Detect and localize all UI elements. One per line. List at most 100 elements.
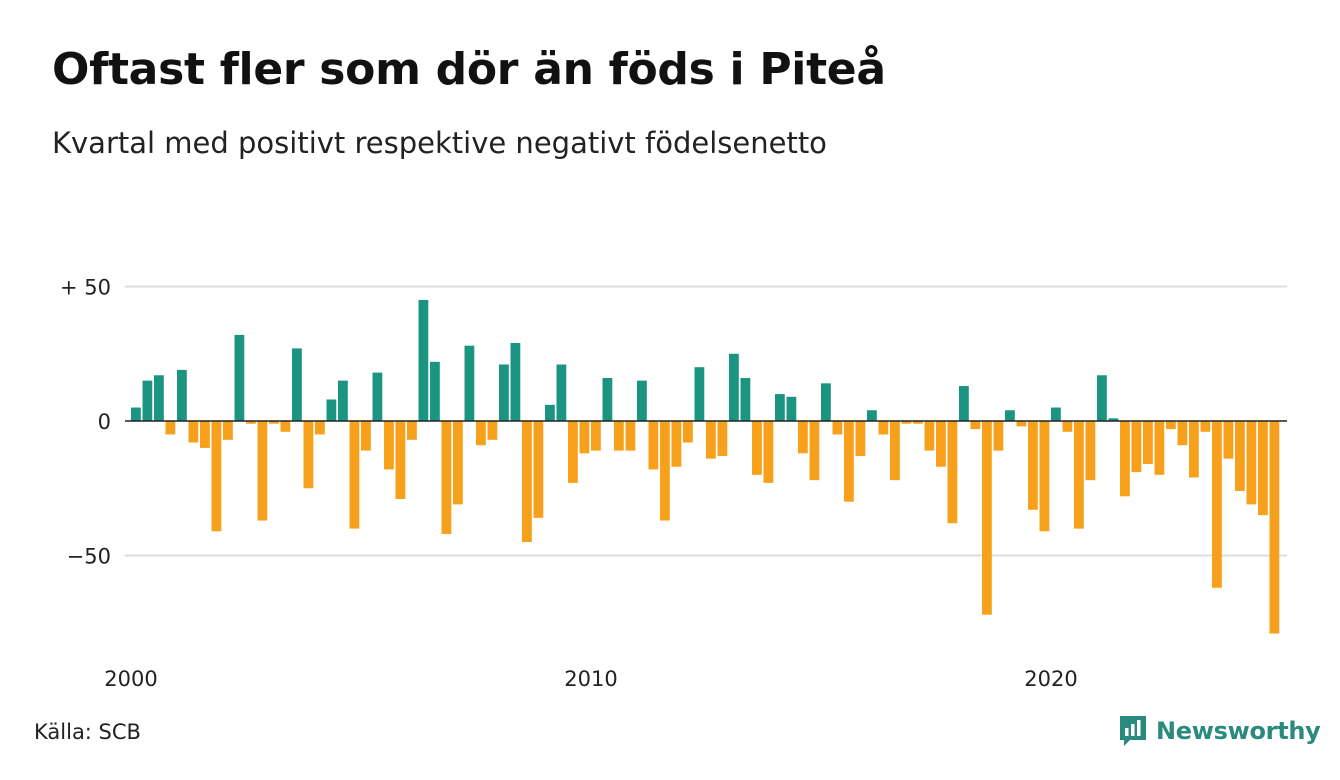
x-tick-label: 2000 (104, 667, 157, 691)
bar (821, 383, 831, 421)
bar (1189, 421, 1199, 478)
bar (1028, 421, 1038, 510)
y-tick-label: + 50 (60, 276, 111, 300)
bar (614, 421, 624, 451)
gridlines (125, 285, 1287, 557)
bar (1212, 421, 1222, 588)
bar (1269, 421, 1280, 634)
bar (1177, 421, 1188, 446)
bar (1235, 421, 1245, 491)
bar (257, 421, 268, 521)
bar (1154, 421, 1165, 475)
bar (1108, 418, 1119, 421)
bar (1062, 421, 1073, 432)
bar (1016, 421, 1027, 427)
bar (280, 421, 291, 432)
bar (418, 299, 429, 421)
bar (1246, 421, 1257, 505)
source-note: Källa: SCB (34, 720, 141, 744)
bar (234, 334, 245, 421)
bar (947, 421, 958, 524)
bar (200, 421, 210, 448)
bar (165, 421, 176, 435)
bar (533, 421, 544, 518)
bar (924, 421, 935, 451)
chart-title: Oftast fler som dör än föds i Piteå (52, 44, 886, 95)
brand-name: Newsworthy (1156, 717, 1321, 745)
bar (625, 421, 636, 451)
bar (142, 380, 153, 421)
bar (775, 394, 785, 421)
bar (602, 377, 613, 421)
bar (464, 345, 475, 421)
bar (269, 421, 279, 424)
axis-labels: + 50 0 −50 2000 2010 2020 (60, 276, 1287, 691)
bar (591, 421, 601, 451)
bar (809, 421, 820, 481)
bar (211, 421, 222, 532)
bar (453, 421, 463, 505)
y-tick-label: −50 (67, 545, 111, 569)
bar (568, 421, 578, 483)
bar (1005, 410, 1015, 421)
bar (763, 421, 774, 483)
bar (349, 421, 360, 529)
bar (372, 372, 383, 421)
bar (188, 421, 199, 443)
bar (522, 421, 532, 543)
bar (430, 361, 440, 421)
bar (1166, 421, 1176, 430)
bar (1143, 421, 1153, 465)
newsworthy-logo-icon (1120, 716, 1146, 746)
bar (867, 410, 877, 421)
brand-logo: Newsworthy (1118, 714, 1321, 748)
bar (660, 421, 670, 521)
bar (729, 353, 739, 421)
bar (993, 421, 1004, 451)
bar (556, 364, 567, 421)
bar (959, 386, 969, 421)
bar (844, 421, 854, 502)
bar (303, 421, 314, 489)
bar (671, 421, 682, 467)
bar (292, 348, 302, 421)
bar (1200, 421, 1211, 432)
bar (901, 421, 912, 424)
bar (694, 367, 705, 421)
bar (315, 421, 325, 435)
bar (1085, 421, 1096, 481)
bar (890, 421, 900, 481)
y-tick-label: 0 (98, 410, 111, 434)
bar (706, 421, 716, 459)
bar (1051, 407, 1061, 421)
bar (361, 421, 371, 451)
bar (326, 399, 337, 421)
bar (177, 369, 187, 421)
bar (510, 342, 521, 421)
bar (545, 404, 555, 421)
bar (752, 421, 762, 475)
bar (338, 380, 348, 421)
bar (936, 421, 946, 467)
bar (223, 421, 233, 440)
bar (487, 421, 498, 440)
bar (798, 421, 808, 454)
bar (1120, 421, 1130, 497)
bar (855, 421, 866, 456)
bar (131, 407, 141, 421)
bar (1074, 421, 1084, 529)
bar (1131, 421, 1142, 473)
x-tick-label: 2010 (564, 667, 617, 691)
bar (499, 364, 509, 421)
bar (740, 377, 751, 421)
bar (579, 421, 590, 454)
bar (637, 380, 647, 421)
bar (970, 421, 981, 430)
bars (131, 299, 1280, 634)
bar (717, 421, 728, 456)
bar (1223, 421, 1234, 459)
bar (1039, 421, 1050, 532)
bar (476, 421, 486, 446)
bar (982, 421, 992, 615)
